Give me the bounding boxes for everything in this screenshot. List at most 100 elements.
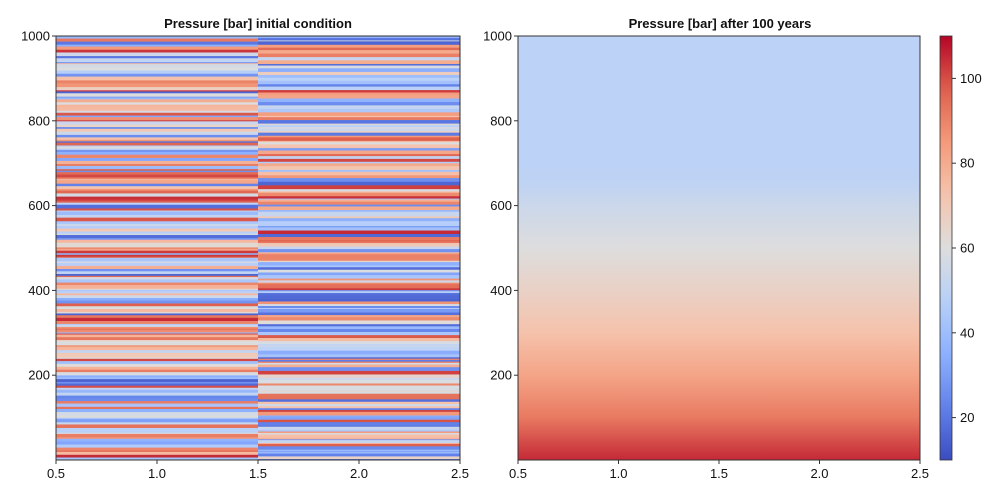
heatmap-layer: [258, 269, 460, 273]
heatmap-layer: [56, 188, 258, 191]
heatmap-layer: [56, 248, 258, 251]
heatmap-layer: [56, 417, 258, 420]
x-tick-label: 1.0: [148, 466, 166, 481]
heatmap-layer: [258, 399, 460, 402]
heatmap-layer: [56, 377, 258, 380]
heatmap-layer: [56, 371, 258, 376]
heatmap-layer: [258, 451, 460, 454]
heatmap-layer: [258, 141, 460, 145]
heatmap-layer: [56, 352, 258, 354]
heatmap-layer: [258, 278, 460, 281]
heatmap-layer: [258, 126, 460, 129]
heatmap-layer: [258, 36, 460, 39]
heatmap-layer: [56, 149, 258, 152]
heatmap-layer: [56, 245, 258, 248]
heatmap-layer: [56, 300, 258, 304]
heatmap-layer: [56, 151, 258, 155]
heatmap-layer: [56, 139, 258, 142]
heatmap-layer: [258, 165, 460, 170]
heatmap-layer: [258, 383, 460, 386]
heatmap-layer: [56, 104, 258, 107]
heatmap-layer: [56, 254, 258, 257]
heatmap-layer: [258, 379, 460, 384]
heatmap-layer: [258, 421, 460, 426]
heatmap-layer: [258, 416, 460, 420]
heatmap-layer: [56, 265, 258, 269]
heatmap-layer: [258, 434, 460, 438]
heatmap-layer: [56, 247, 258, 250]
y-tick-label: 1000: [483, 29, 512, 44]
heatmap-layer: [56, 320, 258, 324]
heatmap-layer: [56, 271, 258, 274]
heatmap-layer: [258, 169, 460, 172]
heatmap-layer: [56, 76, 258, 81]
heatmap-layer: [258, 334, 460, 339]
heatmap-layer: [56, 178, 258, 181]
heatmap-layer: [258, 431, 460, 434]
heatmap-layer: [258, 251, 460, 254]
heatmap-layer: [258, 303, 460, 306]
heatmap-layer: [56, 451, 258, 455]
heatmap-layer: [258, 307, 460, 309]
heatmap-layer: [258, 409, 460, 412]
heatmap-layer: [258, 144, 460, 149]
heatmap-layer: [56, 433, 258, 438]
heatmap-layer: [258, 112, 460, 116]
heatmap-layer: [258, 453, 460, 457]
heatmap-layer: [56, 86, 258, 91]
heatmap-layer: [258, 209, 460, 212]
heatmap-layer: [258, 98, 460, 103]
heatmap-layer: [56, 375, 258, 378]
heatmap-layer: [258, 198, 460, 200]
heatmap-layer: [56, 228, 258, 232]
heatmap-layer: [258, 288, 460, 291]
heatmap-layer: [258, 374, 460, 378]
heatmap-layer: [56, 121, 258, 125]
heatmap-layer: [258, 53, 460, 58]
heatmap-layer: [258, 89, 460, 93]
heatmap-layer: [56, 44, 258, 47]
heatmap-layer: [56, 154, 258, 159]
heatmap-layer: [56, 360, 258, 364]
heatmap-layer: [56, 293, 258, 296]
heatmap-layer: [258, 63, 460, 66]
heatmap-layer: [258, 236, 460, 240]
heatmap-layer: [258, 290, 460, 294]
heatmap-layer: [258, 326, 460, 329]
heatmap-layer: [258, 225, 460, 228]
heatmap-layer: [56, 317, 258, 322]
right-axes: 0.5 1.0 1.5 2.0 2.5 200 400 600 800 1000: [483, 29, 929, 482]
heatmap-layer: [56, 179, 258, 184]
heatmap-layer: [258, 41, 460, 45]
heatmap-layer: [258, 92, 460, 95]
heatmap-layer: [258, 147, 460, 151]
heatmap-layer: [258, 266, 460, 270]
heatmap-layer: [258, 449, 460, 451]
colorbar-axis: 20 40 60 80 100: [952, 71, 982, 425]
heatmap-layer: [56, 110, 258, 113]
heatmap-layer: [258, 289, 460, 292]
heatmap-layer: [56, 124, 258, 128]
heatmap-layer: [56, 177, 258, 180]
heatmap-layer: [258, 128, 460, 131]
heatmap-layer: [56, 336, 258, 341]
heatmap-layer: [258, 328, 460, 333]
heatmap-layer: [258, 391, 460, 394]
heatmap-layer: [258, 316, 460, 321]
heatmap-layer: [56, 257, 258, 262]
heatmap-layer: [56, 311, 258, 314]
heatmap-layer: [56, 424, 258, 429]
heatmap-layer: [56, 146, 258, 149]
heatmap-layer: [56, 332, 258, 334]
heatmap-layer: [258, 265, 460, 268]
heatmap-layer: [56, 204, 258, 209]
heatmap-layer: [56, 397, 258, 402]
heatmap-layer: [56, 90, 258, 92]
heatmap-layer: [56, 406, 258, 409]
heatmap-layer: [56, 148, 258, 151]
heatmap-layer: [56, 239, 258, 243]
heatmap-layer: [56, 432, 258, 434]
heatmap-layer: [56, 120, 258, 122]
heatmap-layer: [56, 333, 258, 335]
heatmap-layer: [56, 334, 258, 338]
